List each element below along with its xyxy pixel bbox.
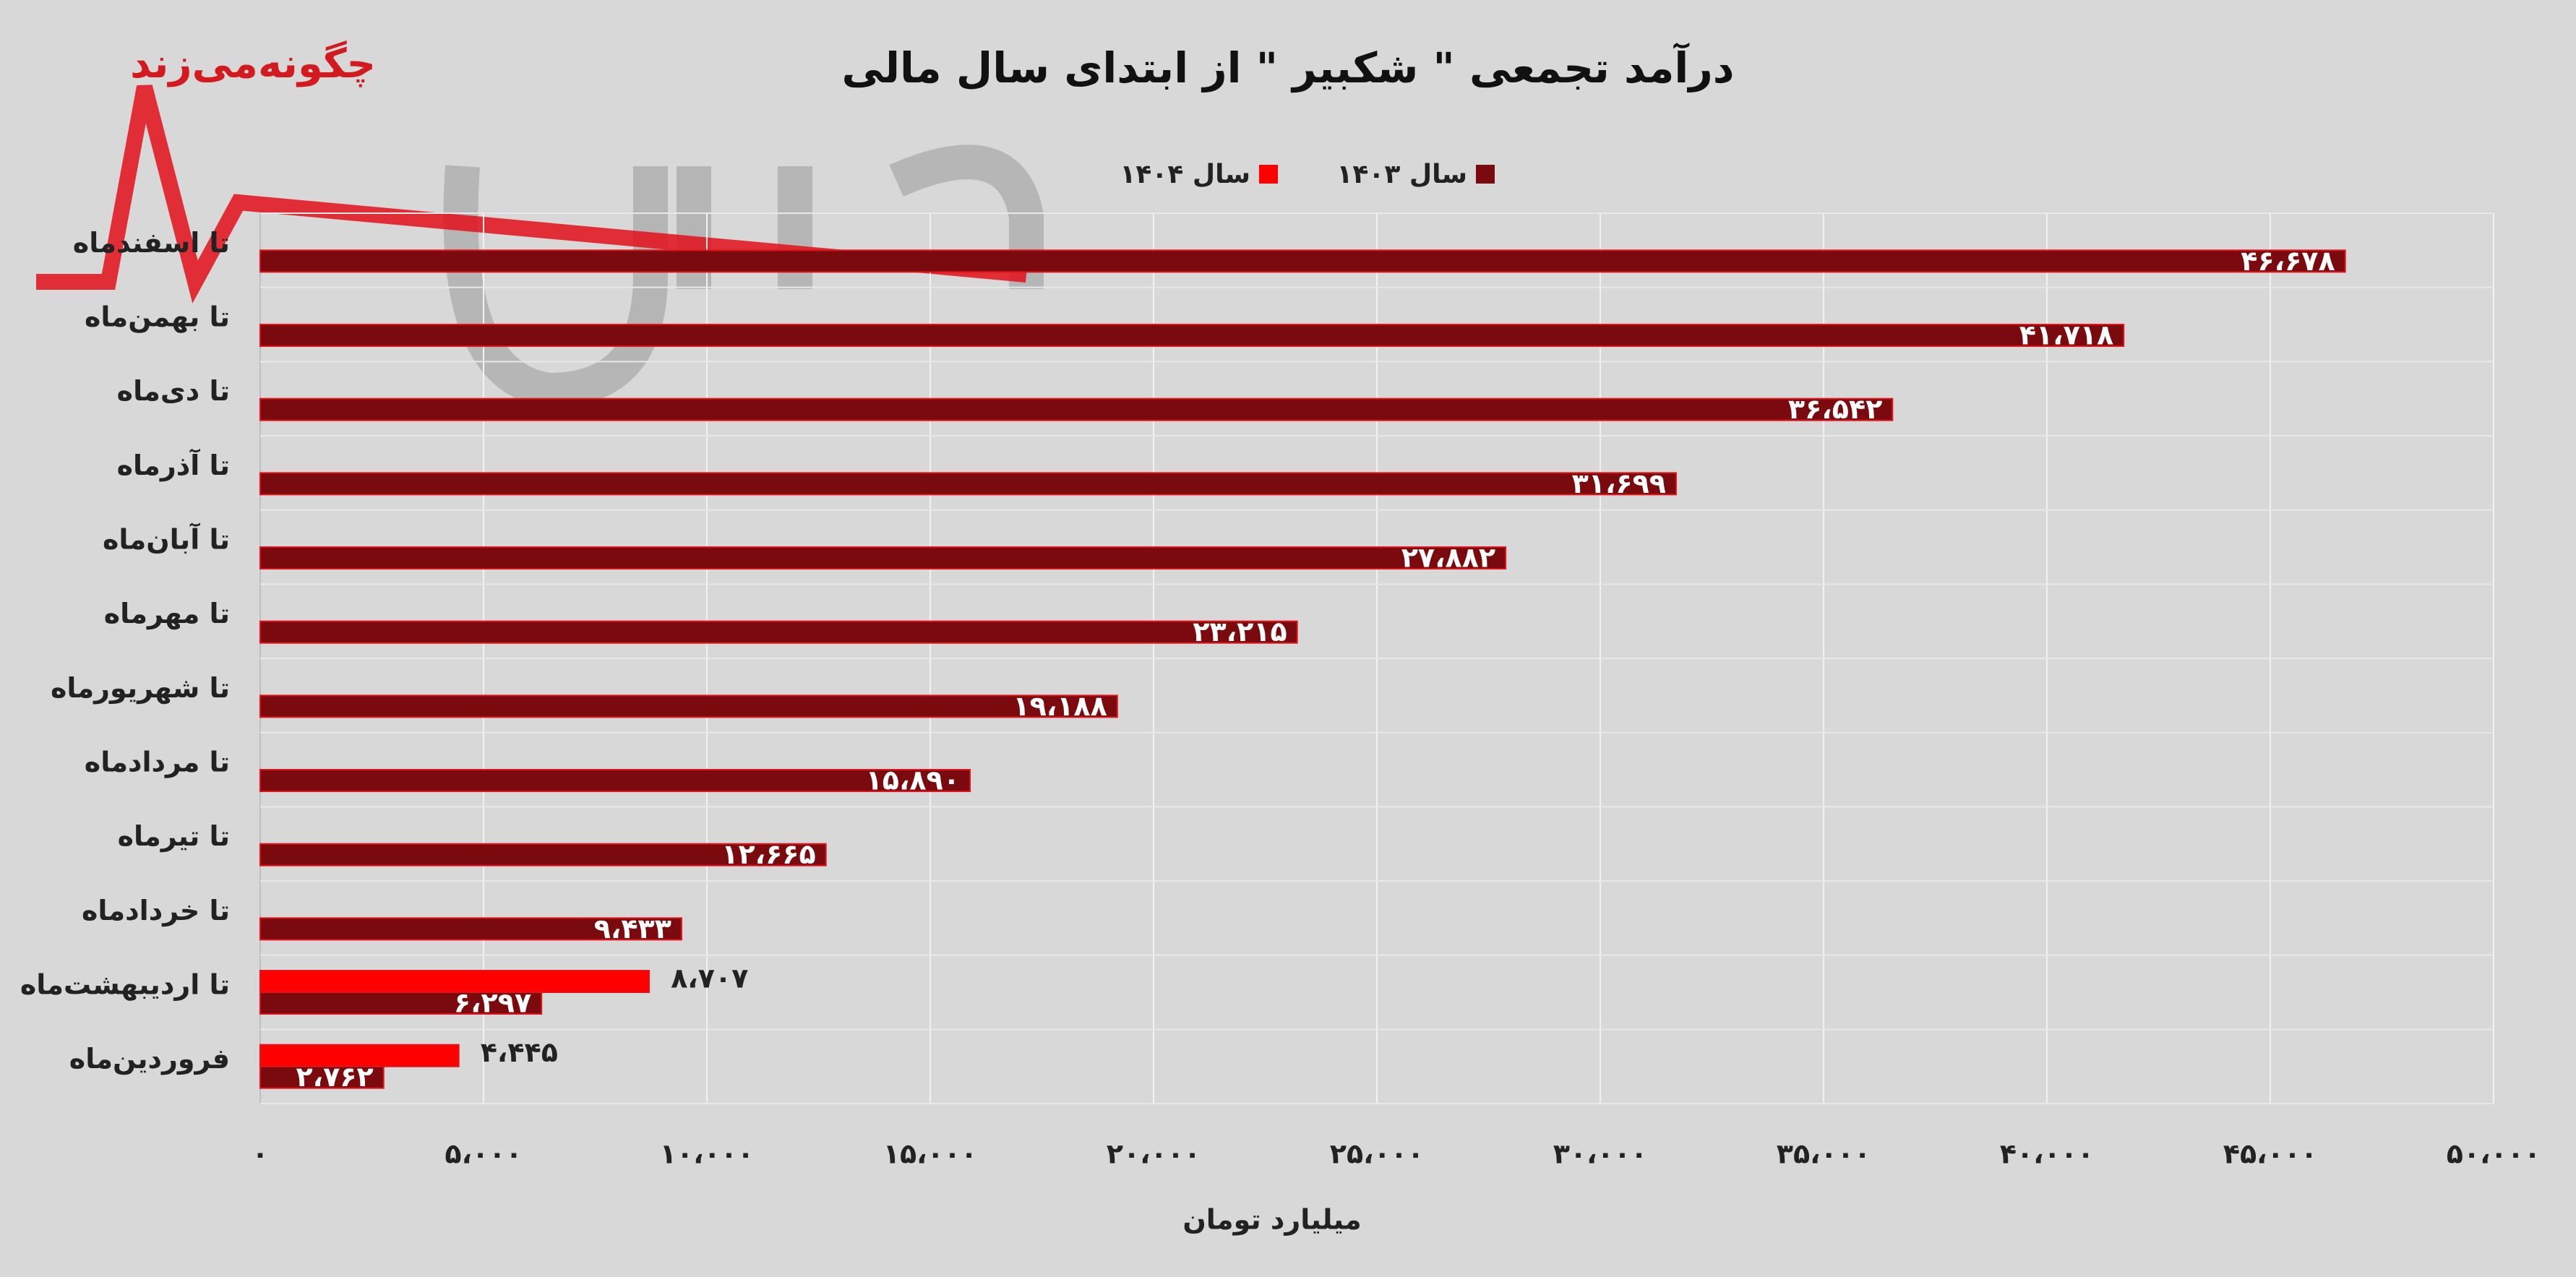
value-label: ۱۹،۱۸۸ (1013, 690, 1107, 722)
bar (259, 620, 1298, 644)
y-tick-label: تا شهریورماه (51, 672, 230, 704)
x-tick-label: ۴۰،۰۰۰ (2000, 1138, 2094, 1170)
x-tick-label: ۰ (252, 1138, 268, 1170)
bar (259, 843, 827, 867)
bar (259, 397, 1894, 421)
bar (259, 1044, 460, 1067)
value-label: ۴،۴۴۵ (481, 1036, 558, 1068)
bar (259, 472, 1677, 496)
x-tick-label: ۳۵،۰۰۰ (1777, 1138, 1871, 1170)
value-label: ۲۳،۲۱۵ (1193, 616, 1287, 648)
value-label: ۳۶،۵۴۲ (1788, 393, 1882, 425)
y-tick-label: تا بهمن‌ماه (85, 301, 230, 333)
bar (259, 917, 682, 941)
x-tick-label: ۵،۰۰۰ (445, 1138, 522, 1170)
value-label: ۴۶،۶۷۸ (2241, 245, 2335, 277)
value-label: ۹،۴۳۳ (594, 913, 671, 945)
y-tick-label: تا دی‌ماه (117, 375, 230, 407)
y-tick-label: تا خردادماه (82, 895, 230, 926)
x-tick-label: ۳۰،۰۰۰ (1553, 1138, 1647, 1170)
value-label: ۲۷،۸۸۲ (1401, 542, 1495, 574)
bar (259, 546, 1507, 569)
legend-swatch (1476, 165, 1495, 184)
value-label: ۴۱،۷۱۸ (2019, 319, 2113, 351)
legend-label: سال ۱۴۰۴ (1120, 160, 1250, 189)
y-tick-label: تا مردادماه (85, 747, 230, 778)
x-tick-label: ۲۵،۰۰۰ (1330, 1138, 1424, 1170)
bar (259, 769, 971, 792)
y-tick-label: تا تیرماه (118, 820, 230, 852)
y-tick-label: تا آذرماه (117, 448, 230, 481)
value-label: ۱۲،۶۶۵ (721, 838, 815, 870)
value-label: ۱۵،۸۹۰ (866, 765, 960, 796)
x-tick-label: ۵۰،۰۰۰ (2447, 1138, 2541, 1170)
y-tick-label: تا اردیبهشت‌ماه (20, 969, 230, 1001)
legend-label: سال ۱۴۰۳ (1336, 160, 1467, 189)
bar (259, 1065, 385, 1089)
bar (259, 324, 2125, 347)
x-tick-label: ۱۰،۰۰۰ (660, 1138, 754, 1170)
x-tick-label: ۲۰،۰۰۰ (1107, 1138, 1201, 1170)
value-label: ۳۱،۶۹۹ (1572, 468, 1666, 499)
legend-swatch (1259, 165, 1278, 184)
bar (259, 992, 543, 1015)
x-tick-label: ۱۵،۰۰۰ (883, 1138, 977, 1170)
value-label: ۸،۷۰۷ (671, 963, 748, 994)
bar (259, 249, 2346, 273)
y-tick-label: تا مهرماه (104, 598, 230, 629)
bar (259, 970, 651, 993)
y-tick-label: تا آبان‌ماه (103, 523, 230, 556)
watermark: چگونه‌می‌زند (130, 40, 376, 87)
y-tick-label: فروردین‌ماه (69, 1043, 230, 1075)
bar (259, 695, 1118, 718)
chart-title: درآمد تجمعی " شکبیر " از ابتدای سال مالی (842, 42, 1735, 93)
x-axis-label: میلیارد تومان (1182, 1204, 1361, 1236)
x-tick-label: ۴۵،۰۰۰ (2223, 1138, 2317, 1170)
logo-line (36, 85, 1028, 304)
y-tick-label: تا اسفندماه (73, 227, 230, 259)
